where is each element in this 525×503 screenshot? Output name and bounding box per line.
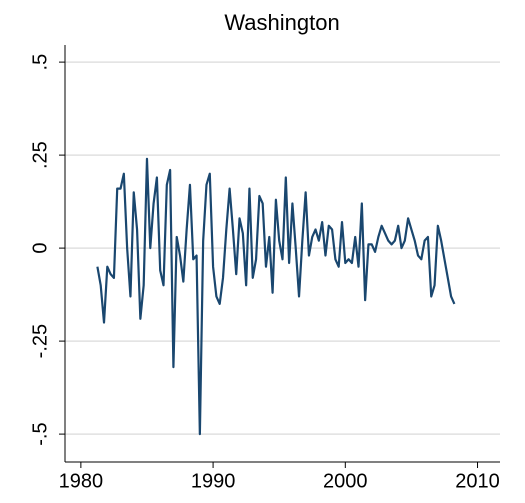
x-tick-label: 2000 <box>323 470 368 492</box>
x-tick-label: 2010 <box>455 470 500 492</box>
x-tick-label: 1980 <box>59 470 104 492</box>
y-tick-label: 0 <box>29 243 51 254</box>
y-tick-label: .5 <box>29 54 51 71</box>
y-tick-label: -.5 <box>29 422 51 445</box>
data-line <box>96 157 456 436</box>
y-tick-label: .25 <box>29 141 51 169</box>
x-tick-label: 1990 <box>191 470 236 492</box>
y-tick-label: -.25 <box>29 324 51 358</box>
chart-title: Washington <box>224 10 339 35</box>
